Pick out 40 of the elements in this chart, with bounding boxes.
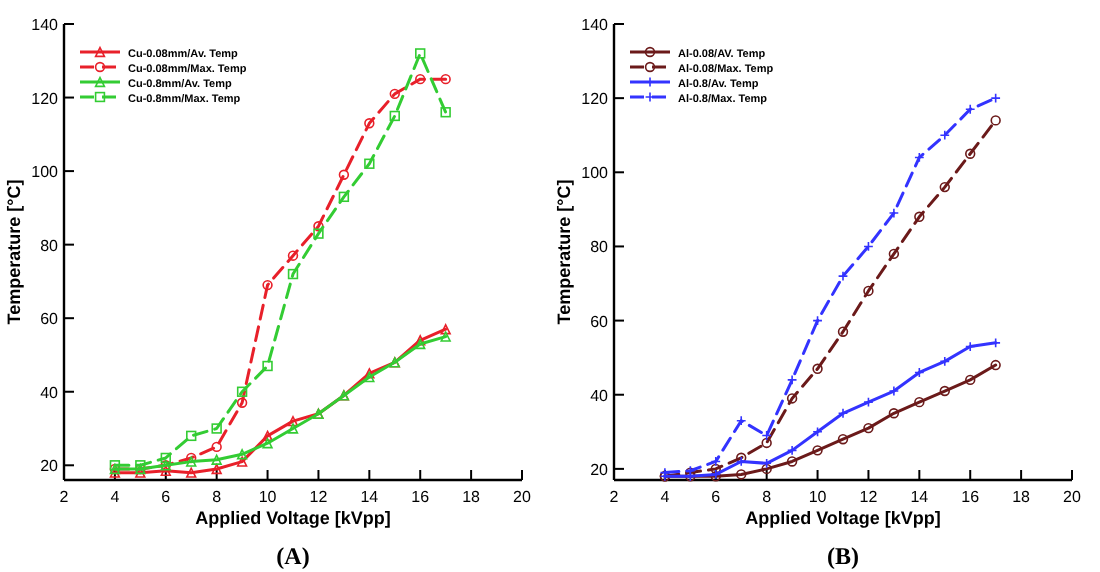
y-tick-label: 40 — [590, 386, 610, 405]
x-tick-label: 16 — [961, 488, 981, 506]
x-tick-label: 20 — [513, 488, 532, 506]
x-tick-label: 8 — [212, 488, 223, 506]
x-tick-label: 8 — [762, 488, 773, 506]
x-tick-label: 20 — [1063, 488, 1082, 506]
x-tick-label: 14 — [360, 488, 380, 506]
y-tick-label: 40 — [40, 383, 60, 402]
x-axis-title: Applied Voltage [kVpp] — [195, 508, 391, 528]
y-tick-label: 80 — [590, 238, 610, 257]
x-tick-label: 16 — [411, 488, 431, 506]
y-tick-label: 120 — [31, 89, 60, 108]
text: (B) — [827, 542, 859, 570]
y-tick-label: 140 — [31, 16, 60, 34]
x-tick-label: 12 — [859, 488, 879, 506]
y-tick-label: 60 — [40, 310, 60, 329]
x-tick-label: 14 — [910, 488, 930, 506]
y-tick-label: 100 — [31, 163, 60, 182]
x-tick-label: 18 — [462, 488, 482, 506]
y-tick-label: 60 — [590, 312, 610, 331]
x-tick-label: 2 — [59, 488, 70, 506]
y-tick-label: 20 — [40, 457, 60, 476]
x-tick-label: 2 — [609, 488, 620, 506]
x-tick-label: 10 — [808, 488, 828, 506]
y-tick-label: 80 — [40, 236, 60, 255]
y-tick-label: 140 — [581, 16, 610, 34]
x-tick-label: 6 — [711, 488, 722, 506]
y-tick-label: 20 — [590, 460, 610, 479]
text: (A) — [276, 542, 310, 570]
y-axis-title: Temperature [°C] — [554, 179, 574, 325]
x-tick-label: 4 — [110, 488, 121, 506]
y-tick-label: 100 — [581, 164, 610, 183]
y-axis-title: Temperature [°C] — [4, 179, 24, 325]
x-tick-label: 12 — [309, 488, 329, 506]
x-tick-label: 18 — [1012, 488, 1032, 506]
y-tick-label: 120 — [581, 90, 610, 109]
x-tick-label: 10 — [258, 488, 278, 506]
x-tick-label: 4 — [660, 488, 671, 506]
x-tick-label: 6 — [161, 488, 172, 506]
x-axis-title: Applied Voltage [kVpp] — [745, 508, 941, 528]
